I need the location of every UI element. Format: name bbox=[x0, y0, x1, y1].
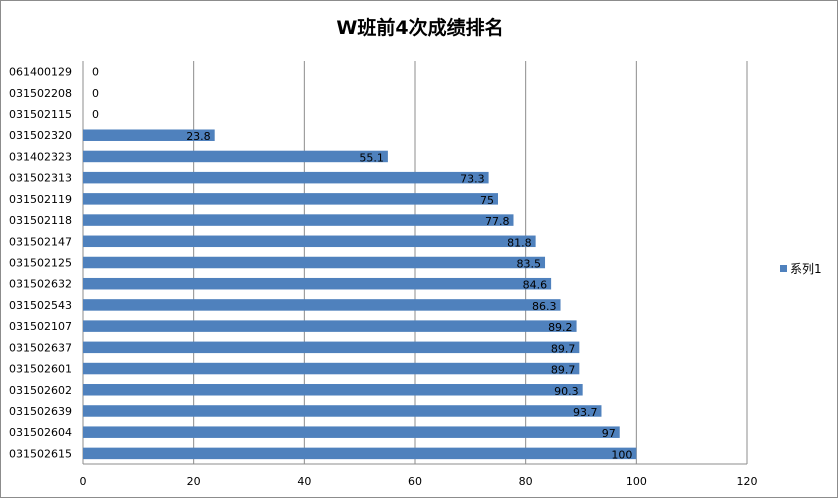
legend-swatch bbox=[780, 265, 787, 272]
bar bbox=[83, 447, 637, 460]
data-label: 97 bbox=[602, 427, 616, 440]
data-label: 93.7 bbox=[573, 406, 598, 419]
category-label: 031502118 bbox=[9, 214, 72, 227]
legend: 系列1 bbox=[780, 262, 822, 276]
bar bbox=[83, 405, 602, 417]
x-tick-label: 100 bbox=[626, 475, 647, 488]
bar bbox=[83, 193, 498, 205]
data-label: 0 bbox=[92, 66, 99, 79]
data-label: 86.3 bbox=[532, 300, 557, 313]
data-label: 89.2 bbox=[548, 321, 573, 334]
category-labels: 061400129 031502208 031502115 031502320 0314… bbox=[9, 66, 72, 461]
category-label: 031502639 bbox=[9, 405, 72, 418]
category-label: 031502107 bbox=[9, 320, 72, 333]
bar bbox=[83, 341, 580, 354]
category-label: 031502543 bbox=[9, 299, 72, 312]
x-tick-label: 20 bbox=[187, 475, 201, 488]
chart-title: W班前4次成绩排名 bbox=[336, 16, 503, 39]
data-label: 83.5 bbox=[517, 258, 542, 271]
category-label: 031502632 bbox=[9, 278, 72, 291]
data-label: 55.1 bbox=[359, 151, 384, 164]
x-tick-label: 40 bbox=[297, 475, 311, 488]
bars bbox=[83, 129, 637, 460]
data-label: 77.8 bbox=[485, 215, 510, 228]
bar bbox=[83, 277, 552, 290]
category-label: 031502602 bbox=[9, 384, 72, 397]
data-label: 84.6 bbox=[523, 279, 548, 292]
bar bbox=[83, 256, 546, 269]
category-label: 031502115 bbox=[9, 108, 72, 121]
bar bbox=[83, 426, 620, 438]
category-label: 031502637 bbox=[9, 341, 72, 354]
data-label: 0 bbox=[92, 108, 99, 121]
category-label: 031502320 bbox=[9, 129, 72, 142]
bar bbox=[83, 150, 388, 163]
data-label: 23.8 bbox=[186, 130, 211, 143]
bar bbox=[83, 129, 215, 141]
data-label: 0 bbox=[92, 87, 99, 100]
x-tick-label: 120 bbox=[737, 475, 758, 488]
x-tick-label: 80 bbox=[519, 475, 533, 488]
category-label: 031502615 bbox=[9, 447, 72, 460]
category-label: 031502125 bbox=[9, 257, 72, 270]
bar bbox=[83, 235, 536, 248]
data-label: 89.7 bbox=[551, 364, 576, 377]
data-label: 89.7 bbox=[551, 342, 576, 355]
bar bbox=[83, 299, 561, 311]
data-label: 73.3 bbox=[460, 173, 485, 186]
x-tick-labels: 0 20 40 60 80 100 120 bbox=[80, 475, 758, 488]
data-label: 100 bbox=[611, 448, 632, 461]
bar bbox=[83, 320, 577, 332]
data-label: 81.8 bbox=[507, 236, 532, 249]
data-label: 75 bbox=[480, 194, 494, 207]
x-tick-label: 0 bbox=[80, 475, 87, 488]
bar bbox=[83, 214, 514, 226]
category-label: 031502313 bbox=[9, 172, 72, 185]
category-label: 031502604 bbox=[9, 426, 72, 439]
category-label: 061400129 bbox=[9, 66, 72, 79]
category-label: 031502601 bbox=[9, 363, 72, 376]
legend-label: 系列1 bbox=[790, 262, 822, 276]
data-labels: 0 0 0 23.8 55.1 73.3 75 77.8 81.8 83.5 84.6 86.3 89.… bbox=[92, 66, 632, 462]
category-label: 031402323 bbox=[9, 150, 72, 163]
category-label: 031502208 bbox=[9, 87, 72, 100]
category-label: 031502147 bbox=[9, 235, 72, 248]
bar bbox=[83, 362, 580, 375]
x-tick-label: 60 bbox=[408, 475, 422, 488]
bar bbox=[83, 384, 583, 396]
data-label: 90.3 bbox=[554, 385, 579, 398]
bar bbox=[83, 171, 489, 184]
category-label: 031502119 bbox=[9, 193, 72, 206]
